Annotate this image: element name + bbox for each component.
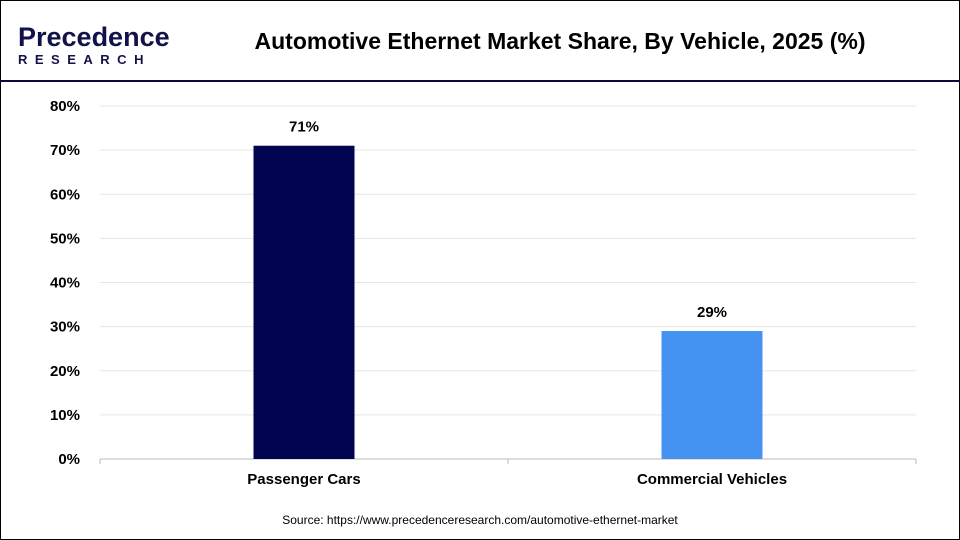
chart-title: Automotive Ethernet Market Share, By Veh… (254, 28, 866, 54)
y-tick-label: 50% (50, 230, 80, 247)
y-tick-label: 60% (50, 186, 80, 203)
y-tick-label: 0% (58, 451, 80, 468)
logo-name: Precedence (18, 22, 170, 52)
source-note: Source: https://www.precedenceresearch.c… (282, 513, 678, 527)
logo: Precedence RESEARCH (18, 22, 170, 68)
bar (661, 331, 763, 459)
y-tick-label: 80% (50, 98, 80, 115)
data-label: 29% (697, 304, 727, 321)
y-tick-label: 70% (50, 142, 80, 159)
logo-sub: RESEARCH (18, 52, 151, 67)
y-tick-label: 20% (50, 363, 80, 380)
x-tick-label: Commercial Vehicles (637, 471, 787, 488)
data-label: 71% (289, 119, 319, 136)
y-tick-label: 40% (50, 275, 80, 292)
header-divider (0, 80, 960, 82)
x-tick-label: Passenger Cars (247, 471, 360, 488)
y-tick-label: 10% (50, 407, 80, 424)
y-tick-label: 30% (50, 319, 80, 336)
bar (253, 145, 355, 459)
